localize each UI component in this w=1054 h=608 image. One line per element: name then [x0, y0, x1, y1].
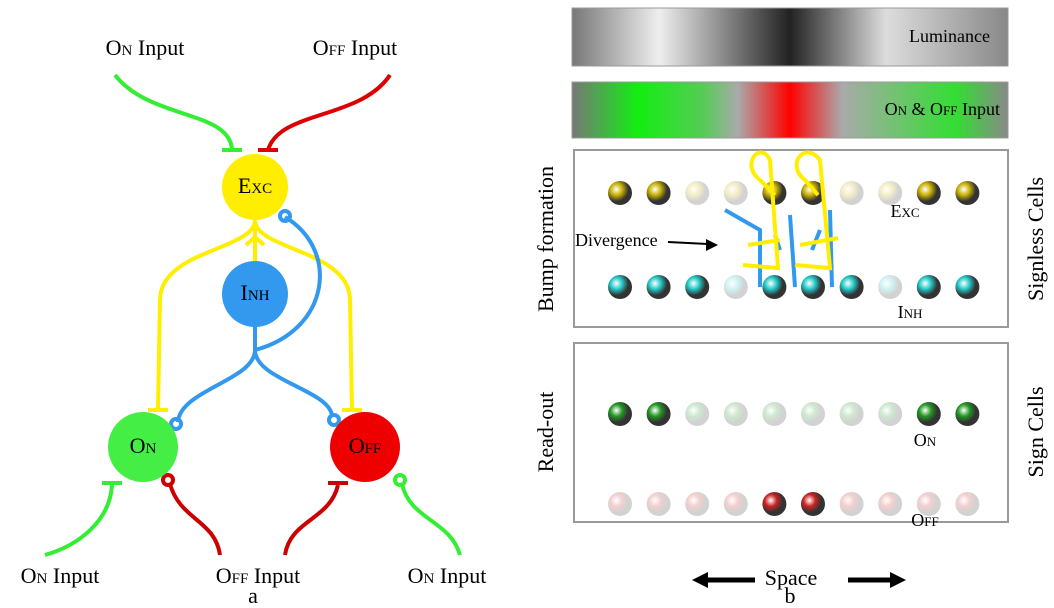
cell [840, 402, 864, 426]
divergence-wires [725, 153, 838, 287]
cell [724, 181, 748, 205]
row-label: Inh [898, 302, 923, 322]
box [574, 343, 1008, 522]
cell [801, 275, 825, 299]
side-label: Bump formation [533, 166, 558, 312]
input-label: On Input [21, 563, 100, 588]
caption: a [248, 583, 258, 608]
cell [647, 402, 671, 426]
figure: On Input Off Input Exc Inh On Off On Inp… [0, 0, 1054, 608]
cell [685, 402, 709, 426]
cell [955, 402, 979, 426]
cell [955, 492, 979, 516]
cells [608, 181, 979, 516]
side-label: Read-out [533, 392, 558, 473]
node-label: Off [349, 433, 382, 458]
cell [762, 492, 786, 516]
cell [878, 402, 902, 426]
cell [608, 275, 632, 299]
cell [840, 181, 864, 205]
cell [801, 492, 825, 516]
cell [840, 492, 864, 516]
node-label: On [130, 433, 157, 458]
input-label: Off Input [216, 563, 301, 588]
annotation: Divergence [575, 230, 658, 250]
cell [608, 402, 632, 426]
side-label: Signless Cells [1023, 177, 1048, 301]
cell [685, 275, 709, 299]
node-label: Inh [241, 280, 270, 305]
cell [608, 492, 632, 516]
row-label: On [914, 430, 937, 450]
row-label: Off [911, 510, 938, 530]
cell [878, 492, 902, 516]
node-label: Exc [238, 173, 272, 198]
caption: b [785, 583, 796, 608]
side-label: Sign Cells [1023, 386, 1048, 477]
cell [917, 402, 941, 426]
cell [647, 492, 671, 516]
cell [685, 492, 709, 516]
bar-label: Luminance [909, 26, 990, 46]
cell [917, 181, 941, 205]
cell [955, 181, 979, 205]
row-label: Exc [890, 201, 919, 221]
cell [801, 402, 825, 426]
cell [647, 275, 671, 299]
cell [647, 181, 671, 205]
cell [724, 275, 748, 299]
cell [878, 275, 902, 299]
cell [685, 181, 709, 205]
input-label: On Input [408, 563, 487, 588]
cell [724, 492, 748, 516]
cell [840, 275, 864, 299]
bar-label: On & Off Input [885, 99, 1000, 119]
input-label: On Input [106, 35, 185, 60]
cell [955, 275, 979, 299]
cell [762, 275, 786, 299]
cell [917, 275, 941, 299]
input-label: Off Input [313, 35, 398, 60]
cell [762, 402, 786, 426]
cell [608, 181, 632, 205]
cell [724, 402, 748, 426]
